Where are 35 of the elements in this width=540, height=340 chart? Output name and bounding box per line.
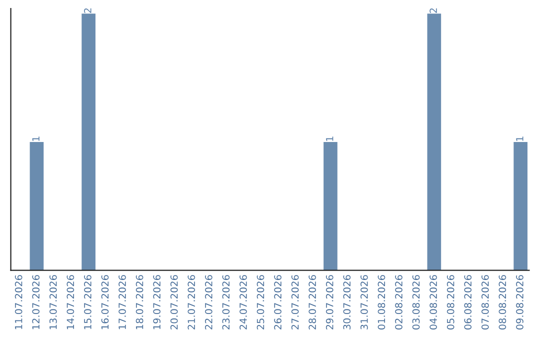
data-label: 1 — [516, 136, 524, 141]
x-tick-label: 13.07.2026 — [49, 275, 57, 330]
x-tick-label: 30.07.2026 — [343, 275, 351, 330]
x-tick-label: 27.07.2026 — [291, 275, 299, 330]
x-tick-label: 22.07.2026 — [204, 275, 212, 330]
x-tick-label: 15.07.2026 — [84, 275, 92, 330]
data-label: 1 — [326, 136, 334, 141]
x-tick-label: 31.07.2026 — [360, 275, 368, 330]
x-tick-label: 23.07.2026 — [222, 275, 230, 330]
x-tick-label: 24.07.2026 — [240, 275, 247, 330]
x-tick-label: 09.08.2026 — [516, 275, 524, 330]
x-tick-label: 01.08.2026 — [378, 275, 386, 330]
x-tick-label: 04.08.2026 — [430, 275, 437, 330]
data-label: 2 — [430, 8, 437, 13]
x-tick-label: 25.07.2026 — [256, 275, 264, 330]
x-tick-label: 08.08.2026 — [498, 275, 506, 330]
x-tick-label: 26.07.2026 — [274, 275, 282, 330]
x-tick-label: 07.08.2026 — [481, 275, 489, 330]
x-tick-label: 21.07.2026 — [188, 275, 196, 330]
x-tick-label: 17.07.2026 — [118, 275, 126, 330]
x-tick-label: 28.07.2026 — [308, 275, 316, 330]
x-tick-label: 19.07.2026 — [153, 275, 160, 330]
x-tick-label: 14.07.2026 — [66, 275, 74, 330]
x-tick-label: 11.07.2026 — [14, 275, 22, 330]
data-label: 1 — [32, 136, 40, 141]
x-tick-label: 29.07.2026 — [326, 275, 334, 330]
x-tick-label: 05.08.2026 — [446, 275, 454, 330]
x-tick-label: 02.08.2026 — [395, 275, 402, 330]
x-tick-label: 12.07.2026 — [32, 275, 40, 330]
x-tick-label: 18.07.2026 — [136, 275, 144, 330]
data-label: 2 — [84, 8, 92, 13]
x-tick-label: 03.08.2026 — [412, 275, 420, 330]
x-tick-label: 20.07.2026 — [170, 275, 178, 330]
x-tick-label: 06.08.2026 — [464, 275, 472, 330]
x-tick-label: 16.07.2026 — [101, 275, 109, 330]
